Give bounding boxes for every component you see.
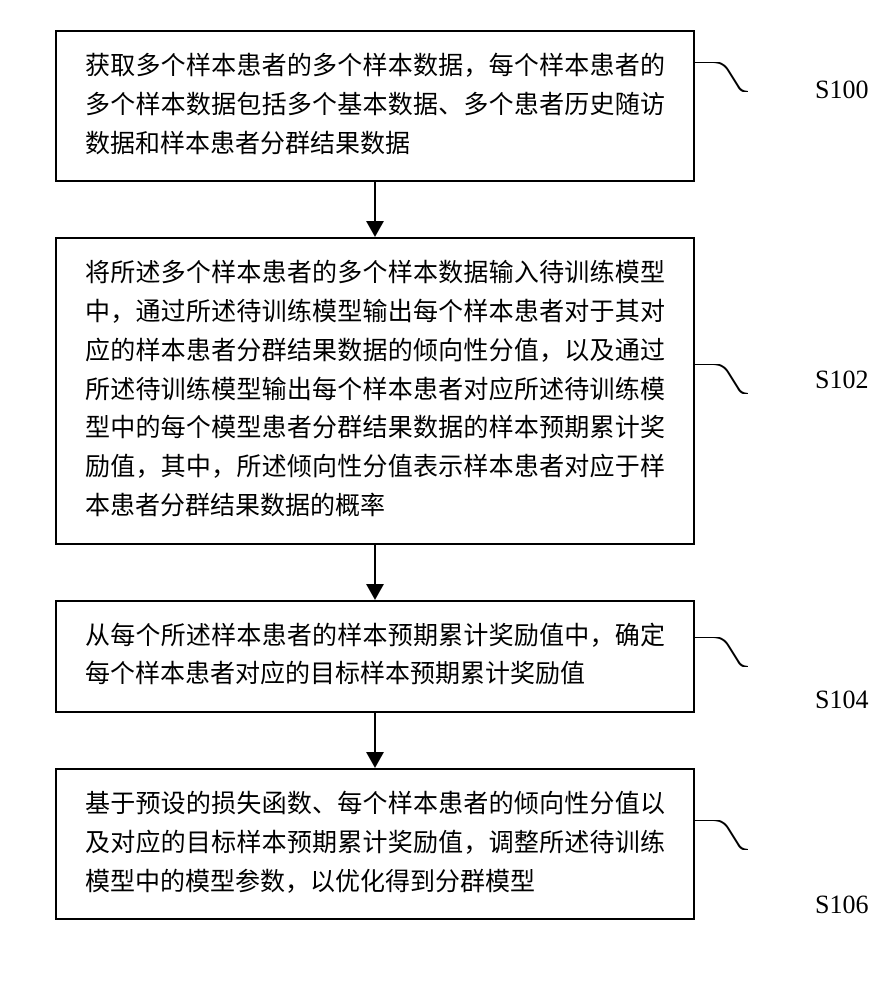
step-text: 基于预设的损失函数、每个样本患者的倾向性分值以及对应的目标样本预期累计奖励值，调… bbox=[85, 786, 665, 902]
step-label: S106 bbox=[815, 890, 868, 920]
label-connector-curve bbox=[693, 637, 748, 667]
label-connector-curve bbox=[693, 364, 748, 394]
flowchart-step-box: 获取多个样本患者的多个样本数据，每个样本患者的多个样本数据包括多个基本数据、多个… bbox=[55, 30, 695, 182]
step-label: S104 bbox=[815, 685, 868, 715]
step-label: S102 bbox=[815, 365, 868, 395]
flowchart-arrow bbox=[55, 545, 695, 600]
flowchart-container: 获取多个样本患者的多个样本数据，每个样本患者的多个样本数据包括多个基本数据、多个… bbox=[20, 20, 874, 920]
step-text: 获取多个样本患者的多个样本数据，每个样本患者的多个样本数据包括多个基本数据、多个… bbox=[85, 48, 665, 164]
flowchart-step-box: 从每个所述样本患者的样本预期累计奖励值中，确定每个样本患者对应的目标样本预期累计… bbox=[55, 600, 695, 714]
flowchart-arrow bbox=[55, 182, 695, 237]
label-connector-curve bbox=[693, 62, 748, 92]
flowchart-step-box: 基于预设的损失函数、每个样本患者的倾向性分值以及对应的目标样本预期累计奖励值，调… bbox=[55, 768, 695, 920]
step-text: 将所述多个样本患者的多个样本数据输入待训练模型中，通过所述待训练模型输出每个样本… bbox=[85, 255, 665, 526]
flowchart-step-box: 将所述多个样本患者的多个样本数据输入待训练模型中，通过所述待训练模型输出每个样本… bbox=[55, 237, 695, 544]
label-connector-curve bbox=[693, 820, 748, 850]
step-text: 从每个所述样本患者的样本预期累计奖励值中，确定每个样本患者对应的目标样本预期累计… bbox=[85, 618, 665, 696]
flowchart-arrow bbox=[55, 713, 695, 768]
step-label: S100 bbox=[815, 75, 868, 105]
